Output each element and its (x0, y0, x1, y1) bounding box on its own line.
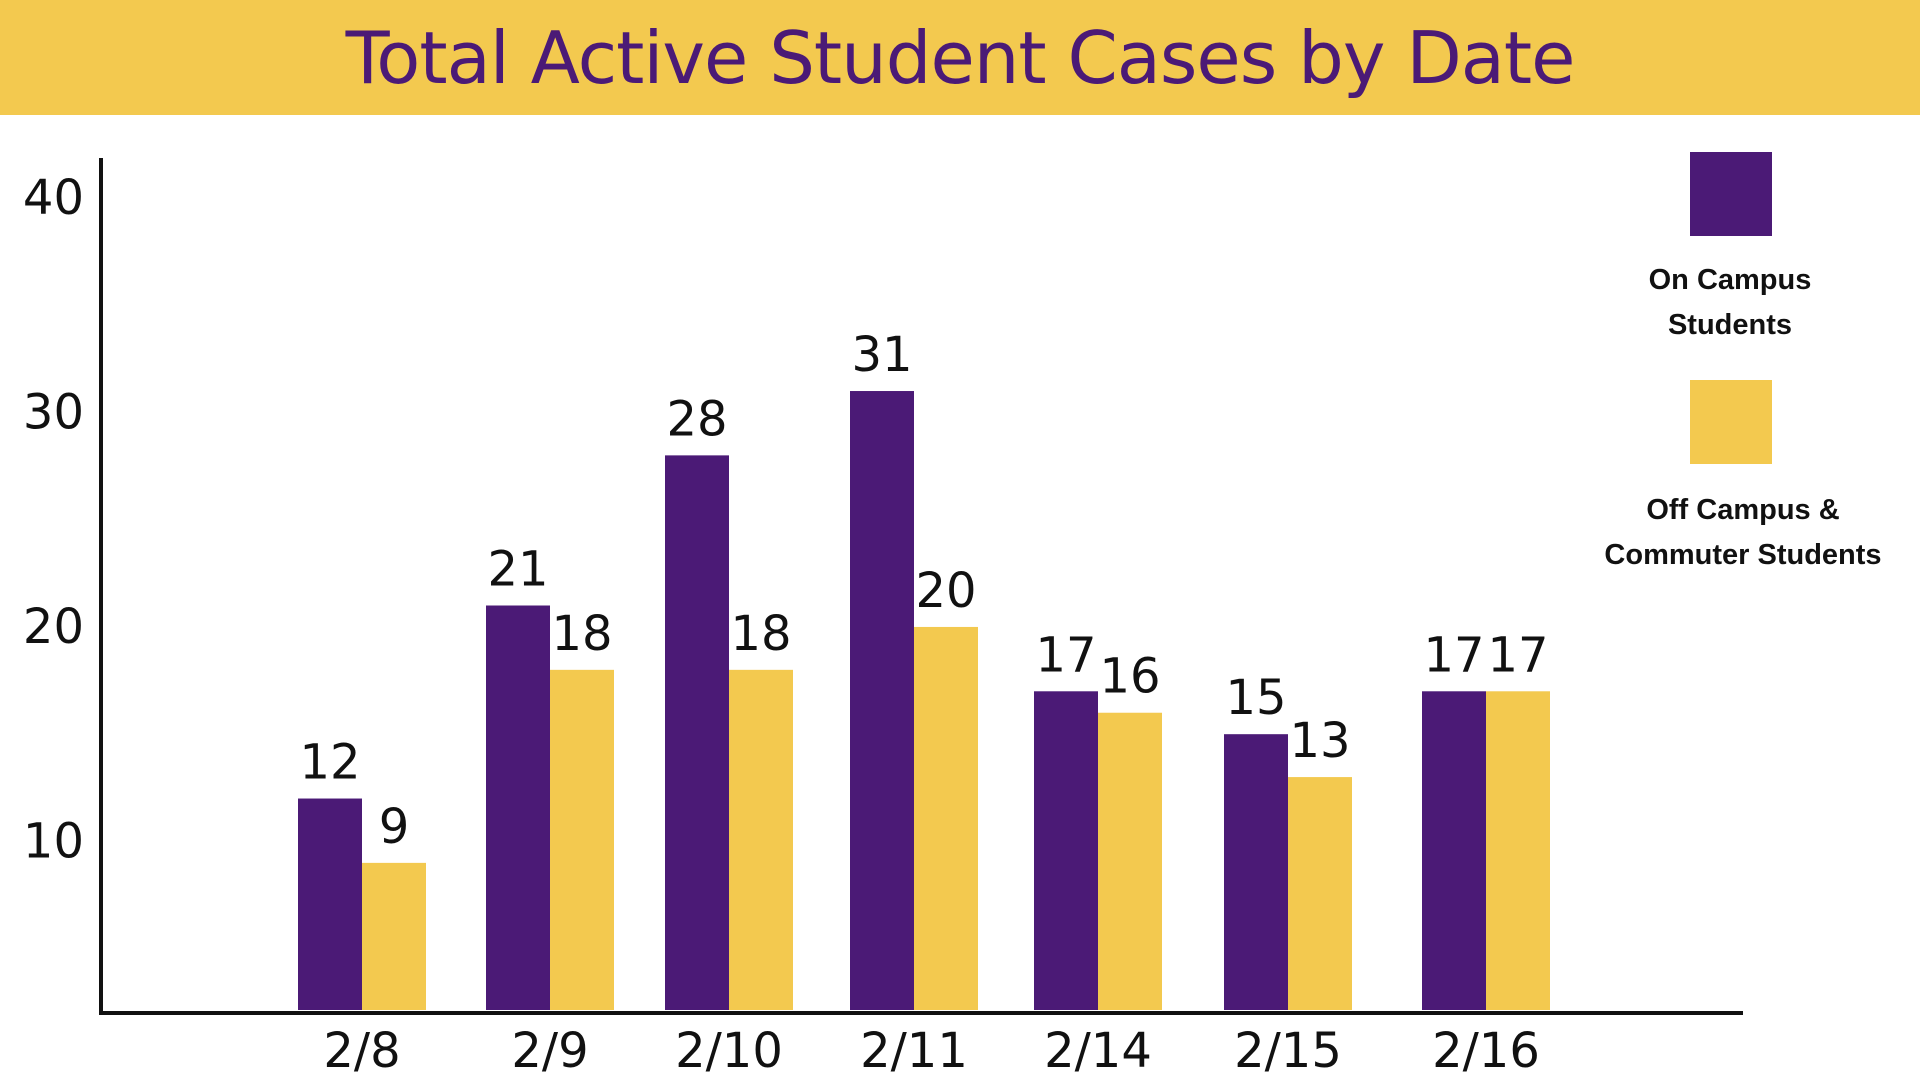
y-tick-label-30: 30 (23, 384, 84, 440)
bar-on-campus-2-9 (486, 605, 550, 1010)
x-tick-label-2-10: 2/10 (675, 1023, 783, 1079)
y-tick-label-10: 10 (23, 813, 84, 869)
y-tick-label-40: 40 (23, 170, 84, 226)
y-tick-label-20: 20 (23, 599, 84, 655)
x-tick-label-2-8: 2/8 (323, 1023, 400, 1079)
legend-swatch-on-campus (1690, 152, 1772, 236)
value-label-on-campus-2-15: 15 (1225, 670, 1286, 726)
x-tick-label-2-16: 2/16 (1432, 1023, 1540, 1079)
value-label-off-campus-2-8: 9 (379, 799, 410, 855)
y-tick-labels: 10 20 30 40 (23, 170, 84, 869)
x-tick-label-2-9: 2/9 (511, 1023, 588, 1079)
bar-on-campus-2-15 (1224, 734, 1288, 1010)
value-label-off-campus-2-15: 13 (1289, 713, 1350, 769)
bar-off-campus-2-8 (362, 862, 426, 1010)
bar-off-campus-2-16 (1486, 691, 1550, 1010)
bar-on-campus-2-8 (298, 798, 362, 1010)
value-label-on-campus-2-10: 28 (666, 391, 727, 447)
value-label-on-campus-2-8: 12 (299, 735, 360, 791)
value-label-off-campus-2-16: 17 (1487, 627, 1548, 683)
value-label-on-campus-2-16: 17 (1423, 627, 1484, 683)
bar-off-campus-2-14 (1098, 712, 1162, 1010)
x-tick-labels: 2/8 2/9 2/10 2/11 2/14 2/15 2/16 (323, 1023, 1540, 1079)
bar-on-campus-2-16 (1422, 691, 1486, 1010)
bar-off-campus-2-10 (729, 669, 793, 1010)
x-tick-label-2-14: 2/14 (1044, 1023, 1152, 1079)
bar-on-campus-2-11 (850, 391, 914, 1010)
x-tick-label-2-15: 2/15 (1234, 1023, 1342, 1079)
value-label-off-campus-2-9: 18 (551, 606, 612, 662)
legend-label-on-campus: On Campus Students (1648, 264, 1812, 341)
bar-off-campus-2-11 (914, 626, 978, 1010)
legend-label-off-campus: Off Campus & Commuter Students (1604, 494, 1882, 571)
x-tick-label-2-11: 2/11 (860, 1023, 968, 1079)
bar-off-campus-2-15 (1288, 777, 1352, 1010)
bar-on-campus-2-14 (1034, 691, 1098, 1010)
bars-layer (298, 391, 1550, 1010)
value-label-off-campus-2-14: 16 (1099, 649, 1160, 705)
legend-swatch-off-campus (1690, 380, 1772, 464)
title-band: Total Active Student Cases by Date (0, 0, 1920, 115)
value-label-off-campus-2-11: 20 (915, 563, 976, 619)
value-label-on-campus-2-14: 17 (1035, 627, 1096, 683)
value-label-on-campus-2-11: 31 (851, 327, 912, 383)
value-label-off-campus-2-10: 18 (730, 606, 791, 662)
bar-off-campus-2-9 (550, 669, 614, 1010)
chart-title: Total Active Student Cases by Date (345, 15, 1576, 100)
value-label-on-campus-2-9: 21 (487, 542, 548, 598)
bar-on-campus-2-10 (665, 455, 729, 1010)
